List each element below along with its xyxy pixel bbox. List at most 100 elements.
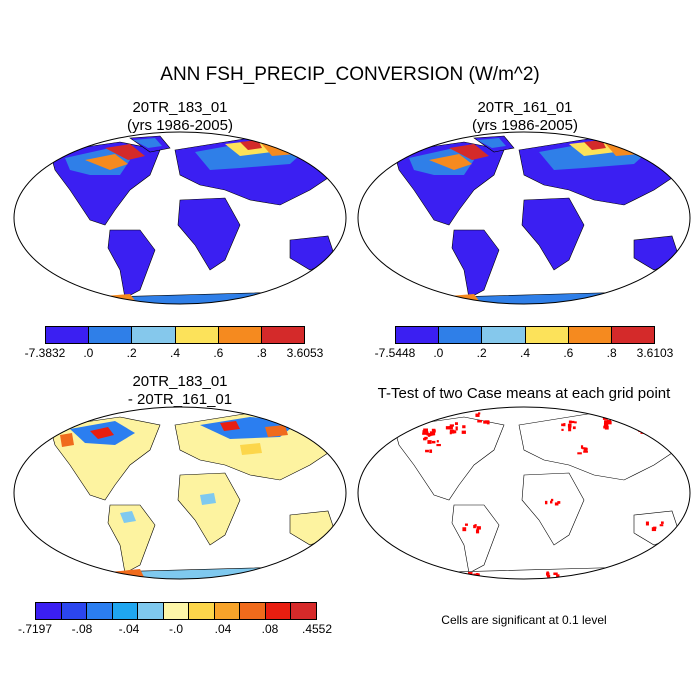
significant-cell xyxy=(574,421,577,424)
panel-3-title-line1: 20TR_183_01 xyxy=(132,373,228,390)
significant-cell xyxy=(475,529,480,534)
significant-cell xyxy=(429,449,433,453)
colorbar-3-swatch xyxy=(189,603,215,619)
significant-cell xyxy=(484,420,490,423)
colorbar-2-swatch xyxy=(482,327,526,343)
significant-cell xyxy=(553,572,558,576)
colorbar-2-swatch xyxy=(439,327,483,343)
significant-cell xyxy=(436,440,439,443)
colorbar-tick-label: .4 xyxy=(169,346,181,360)
significant-cell xyxy=(584,447,588,451)
ttest-note: Cells are significant at 0.1 level xyxy=(441,613,607,627)
colorbar-tick-label: .04 xyxy=(214,622,232,636)
significant-cell xyxy=(432,429,436,433)
significant-cell xyxy=(653,526,657,529)
colorbar-tick-label: -.04 xyxy=(118,622,140,636)
map-panel-3 xyxy=(13,406,347,580)
significant-cell xyxy=(449,429,455,434)
significant-cell xyxy=(465,575,470,578)
significant-cell xyxy=(572,426,576,430)
colorbar-3-swatch xyxy=(61,603,88,619)
significant-cell xyxy=(546,571,549,575)
significant-cell xyxy=(556,574,560,579)
significant-cell xyxy=(422,430,426,433)
significant-cell xyxy=(651,527,657,532)
significant-cell xyxy=(580,445,584,449)
colorbar-1-swatch xyxy=(89,327,133,343)
significant-cell xyxy=(546,574,551,578)
colorbar-tick-label: .6 xyxy=(213,346,224,360)
significant-cell xyxy=(659,524,664,527)
significant-cell xyxy=(638,427,642,430)
colorbar-tick-label: .4552 xyxy=(301,622,333,636)
significant-cell xyxy=(612,575,616,579)
significant-cell xyxy=(603,423,609,427)
colorbar-3 xyxy=(35,602,317,620)
significant-cell xyxy=(606,574,612,577)
significant-cell xyxy=(651,427,654,431)
significant-cell xyxy=(427,433,432,437)
significant-cell xyxy=(462,425,466,429)
colorbar-1-swatch xyxy=(218,327,262,343)
significant-cell xyxy=(475,413,480,417)
panel-2-title-line2: (yrs 1986-2005) xyxy=(472,117,578,134)
significant-cell xyxy=(622,577,628,579)
significant-cell xyxy=(555,579,557,582)
colorbar-tick-label: .2 xyxy=(126,346,137,360)
significant-cell xyxy=(425,449,429,453)
significant-cell xyxy=(568,420,572,424)
colorbar-3-swatch xyxy=(214,603,241,619)
colorbar-2-swatch xyxy=(611,327,655,343)
colorbar-1-swatch xyxy=(175,327,219,343)
significant-cell xyxy=(606,419,611,424)
significant-cell xyxy=(611,576,614,579)
significant-cell xyxy=(476,526,481,530)
panel-1-title-line2: (yrs 1986-2005) xyxy=(127,117,233,134)
significant-cell xyxy=(550,498,554,502)
significant-cell xyxy=(550,500,553,504)
significant-cell xyxy=(612,577,618,579)
significant-cell xyxy=(620,574,624,578)
map-panel-2 xyxy=(357,131,691,305)
significant-cell xyxy=(445,426,450,430)
colorbar-3-swatch xyxy=(138,603,164,619)
colorbar-3-swatch xyxy=(87,603,113,619)
colorbar-1-swatch xyxy=(261,327,305,343)
significant-cell xyxy=(544,500,548,505)
significant-cell xyxy=(477,419,482,423)
significant-cell xyxy=(475,578,480,579)
significant-cell xyxy=(561,428,564,431)
colorbar-tick-label: 3.6103 xyxy=(636,346,674,360)
colorbar-tick-label: .6 xyxy=(563,346,574,360)
panel-4-title: T-Test of two Case means at each grid po… xyxy=(354,385,694,403)
significant-cell xyxy=(604,425,609,430)
significant-cell xyxy=(583,450,588,453)
panel-2-title-line1: 20TR_161_01 xyxy=(477,99,573,116)
map-panel-4 xyxy=(357,406,691,582)
significant-cell xyxy=(454,422,458,425)
significant-cell xyxy=(461,430,466,434)
colorbar-3-swatch xyxy=(265,603,292,619)
significant-cell xyxy=(464,523,468,526)
colorbar-3-swatch xyxy=(163,603,190,619)
significant-cell xyxy=(422,432,428,435)
significant-cell xyxy=(557,501,561,504)
colorbar-tick-label: .0 xyxy=(433,346,444,360)
significant-cell xyxy=(577,452,582,455)
significant-cell xyxy=(612,572,615,576)
significant-cell xyxy=(426,431,429,436)
panel-1-title-line1: 20TR_183_01 xyxy=(132,99,228,116)
significant-cell xyxy=(561,423,564,427)
colorbar-tick-label: .2 xyxy=(476,346,487,360)
significant-cell xyxy=(449,431,452,435)
significant-cell xyxy=(424,436,428,440)
significant-cell xyxy=(547,573,550,577)
significant-cell xyxy=(427,440,432,444)
colorbar-3-swatch xyxy=(36,603,62,619)
significant-cell xyxy=(476,575,480,579)
colorbar-tick-label: -7.5448 xyxy=(374,346,416,360)
significant-cell xyxy=(568,427,572,432)
significant-cell xyxy=(649,423,653,427)
map-panel-1 xyxy=(13,131,347,305)
significant-cell xyxy=(608,577,612,579)
